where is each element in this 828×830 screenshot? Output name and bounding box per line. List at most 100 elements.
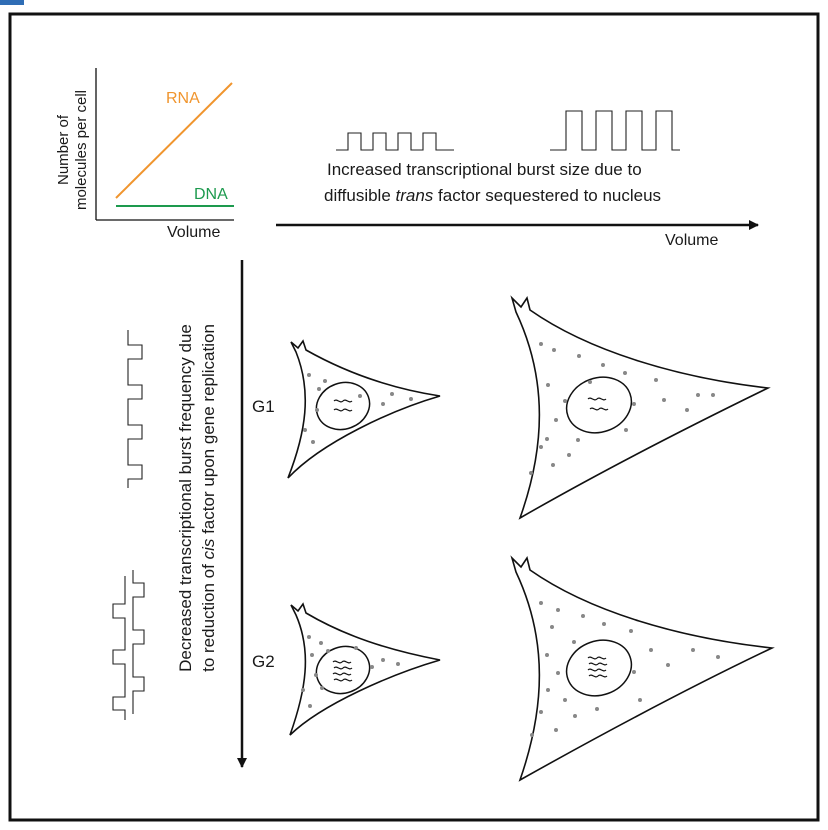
rna-dot bbox=[381, 402, 385, 406]
rna-dot bbox=[539, 342, 543, 346]
horizontal-caption-line2: diffusible trans factor sequestered to n… bbox=[324, 186, 661, 205]
dna-squiggle bbox=[333, 399, 353, 412]
dna-label: DNA bbox=[194, 186, 228, 203]
rna-dot bbox=[529, 471, 533, 475]
rna-dot bbox=[685, 408, 689, 412]
rna-dot bbox=[602, 622, 606, 626]
rna-dot bbox=[539, 710, 543, 714]
rna-dot bbox=[666, 663, 670, 667]
mini-chart-ylabel-line2: molecules per cell bbox=[73, 90, 90, 210]
rna-dot bbox=[601, 363, 605, 367]
rna-dot bbox=[545, 653, 549, 657]
rna-dot bbox=[588, 380, 592, 384]
cell-outline bbox=[510, 295, 771, 520]
rna-dot bbox=[632, 402, 636, 406]
rna-dot bbox=[556, 608, 560, 612]
rna-dot bbox=[567, 453, 571, 457]
rna-dot bbox=[573, 714, 577, 718]
phase-label-g1: G1 bbox=[252, 397, 275, 416]
rna-dot bbox=[576, 438, 580, 442]
mini-chart: Number of molecules per cell RNA DNA Vol… bbox=[55, 68, 234, 241]
rna-label: RNA bbox=[166, 90, 200, 107]
rna-dot bbox=[396, 662, 400, 666]
vertical-caption-line2: to reduction of cis factor upon gene rep… bbox=[199, 324, 218, 672]
horizontal-axis-label: Volume bbox=[665, 232, 718, 249]
g2-burst-waveform-b bbox=[112, 576, 126, 720]
cell-g1-small bbox=[287, 339, 441, 479]
rna-dot bbox=[308, 704, 312, 708]
rna-dot bbox=[623, 371, 627, 375]
rna-dots bbox=[529, 342, 715, 475]
rna-dot bbox=[315, 408, 319, 412]
mini-chart-xlabel: Volume bbox=[167, 224, 220, 241]
rna-dot bbox=[530, 733, 534, 737]
rna-dot bbox=[624, 428, 628, 432]
rna-dot bbox=[711, 393, 715, 397]
nucleus bbox=[315, 381, 371, 431]
rna-dot bbox=[563, 399, 567, 403]
rna-dot bbox=[638, 698, 642, 702]
rna-dot bbox=[319, 641, 323, 645]
rna-dot bbox=[409, 397, 413, 401]
rna-dot bbox=[311, 440, 315, 444]
rna-dot bbox=[307, 635, 311, 639]
small-burst-waveform bbox=[336, 132, 454, 151]
rna-dot bbox=[716, 655, 720, 659]
rna-dot bbox=[554, 418, 558, 422]
rna-dot bbox=[696, 393, 700, 397]
rna-dot bbox=[554, 728, 558, 732]
rna-dot bbox=[539, 445, 543, 449]
rna-dot bbox=[358, 394, 362, 398]
cell-g1-large bbox=[510, 295, 771, 520]
nucleus bbox=[315, 645, 371, 695]
rna-dot bbox=[303, 428, 307, 432]
rna-dot bbox=[577, 354, 581, 358]
rna-dot bbox=[326, 649, 330, 653]
rna-dot bbox=[563, 698, 567, 702]
dna-squiggle-duplicated bbox=[587, 656, 608, 678]
mini-chart-ylabel-line1: Number of bbox=[55, 114, 72, 185]
rna-dot bbox=[354, 646, 358, 650]
cell-g2-small bbox=[289, 602, 441, 736]
horizontal-caption-line1: Increased transcriptional burst size due… bbox=[327, 160, 642, 179]
rna-dot bbox=[629, 629, 633, 633]
rna-dot bbox=[310, 653, 314, 657]
vertical-caption-line1: Decreased transcriptional burst frequenc… bbox=[176, 324, 195, 672]
rna-dot bbox=[649, 648, 653, 652]
rna-dot bbox=[654, 378, 658, 382]
rna-dot bbox=[551, 463, 555, 467]
nucleus bbox=[565, 376, 633, 434]
rna-dot bbox=[370, 665, 374, 669]
rna-dot bbox=[546, 688, 550, 692]
g2-burst-waveform-a bbox=[132, 570, 145, 714]
rna-dots bbox=[530, 601, 720, 737]
phase-label-g2: G2 bbox=[252, 652, 275, 671]
rna-dot bbox=[662, 398, 666, 402]
g1-burst-waveform bbox=[127, 330, 143, 488]
rna-dot bbox=[323, 379, 327, 383]
rna-dot bbox=[556, 671, 560, 675]
rna-dot bbox=[314, 673, 318, 677]
rna-dot bbox=[552, 348, 556, 352]
rna-dot bbox=[539, 601, 543, 605]
cell-outline bbox=[510, 555, 775, 782]
accent-bar bbox=[0, 0, 24, 5]
rna-dot bbox=[317, 387, 321, 391]
rna-dot bbox=[581, 614, 585, 618]
rna-dots bbox=[301, 635, 400, 708]
rna-dot bbox=[595, 707, 599, 711]
rna-dot bbox=[381, 658, 385, 662]
dna-squiggle bbox=[587, 397, 609, 411]
figure-border bbox=[8, 12, 820, 822]
large-burst-waveform bbox=[550, 110, 680, 151]
rna-dot bbox=[390, 392, 394, 396]
rna-dot bbox=[632, 670, 636, 674]
rna-dot bbox=[691, 648, 695, 652]
cell-g2-large bbox=[510, 555, 775, 782]
nucleus bbox=[565, 639, 633, 697]
rna-dot bbox=[320, 686, 324, 690]
rna-dots bbox=[303, 373, 413, 444]
rna-dot bbox=[307, 373, 311, 377]
rna-dot bbox=[572, 640, 576, 644]
